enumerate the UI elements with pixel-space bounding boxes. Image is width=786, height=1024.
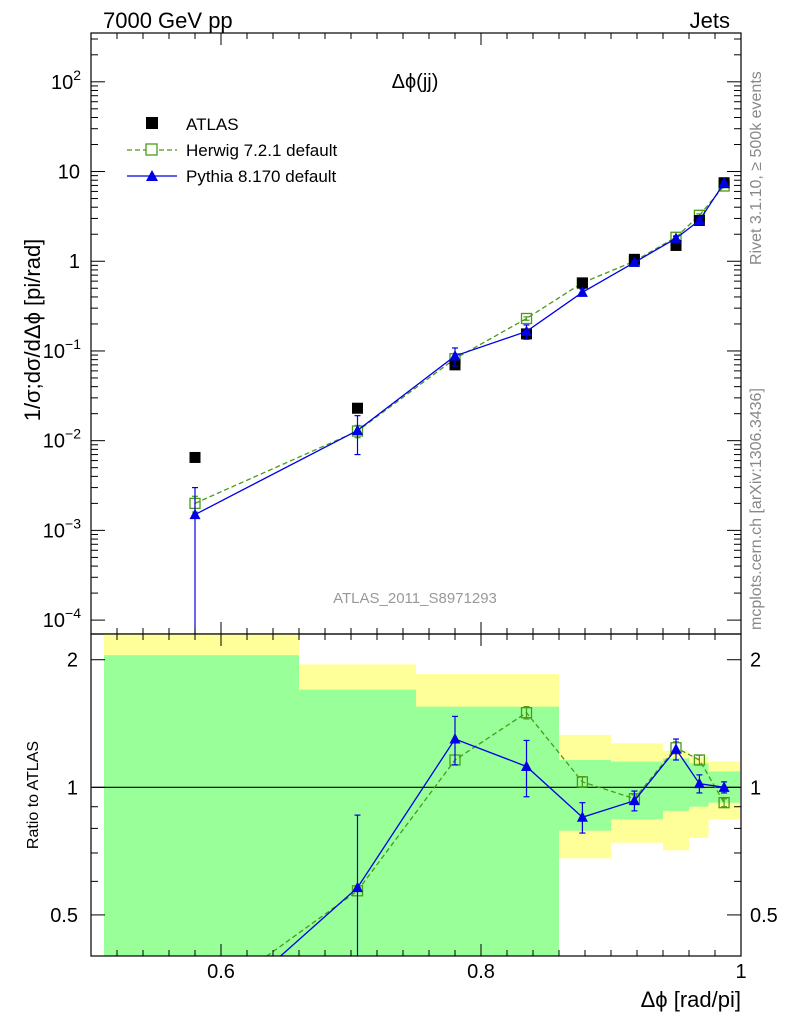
main-point-pythia [521,325,532,336]
ratio-point-pythia [693,777,705,789]
main-ytick-label: 10−3 [43,515,81,542]
header-left: 7000 GeV pp [103,8,233,33]
ratio-xtick-label: 1 [735,961,746,983]
legend-marker-herwig [145,143,158,156]
ratio-point-herwig [576,776,589,788]
legend-label-atlas: ATLAS [186,115,239,134]
main-title: Δϕ(jj) [392,71,439,93]
main-point-pythia [352,424,363,435]
main-series-group [189,176,730,634]
main-ytick-label: 10 [58,162,80,184]
header-right: Jets [690,8,730,33]
main-point-pythia [576,286,588,297]
ratio-point-pythia [449,733,461,744]
main-line-herwig [194,185,725,504]
ratio-point-pythia [718,781,730,792]
ratio-ylabel: Ratio to ATLAS [25,741,42,849]
main-point-pythia [718,176,730,188]
ratio-ytick-label-right: 0.5 [750,905,778,927]
main-point-pythia [670,232,682,243]
ratio-point-pythia [242,980,253,991]
uncertainty-band-inner [104,655,299,956]
main-ytick-label: 10−2 [43,426,81,453]
ratio-point-herwig [520,707,533,719]
main-ylabel: 1/σ;dσ/dΔϕ [pi/rad] [20,239,45,422]
main-point-pythia [693,214,705,225]
main-point-herwig [520,312,533,325]
main-point-pythia [189,508,201,520]
ratio-xtick-label: 0.6 [207,961,235,983]
ratio-point-pythia [576,811,588,822]
main-point-atlas [352,402,363,414]
ratio-panel: 0.6 0.8 1 0.5 0.5 1 1 2 2 Ratio to ATLAS Δϕ [rad… [25,633,778,1012]
main-ytick-label: 1 [69,251,80,273]
legend: ATLAS Herwig 7.2.1 default Pythia 8.170 … [127,115,337,186]
main-point-pythia [628,256,640,267]
side-label-mcplots: mcplots.cern.ch [arXiv:1306.3436] [748,388,765,630]
ratio-point-herwig [718,797,730,809]
main-ytick-label: 10−1 [43,336,81,363]
uncertainty-band-inner [416,706,559,956]
main-ytick-label: 102 [51,67,81,94]
ratio-point-pythia [628,794,640,806]
uncertainty-band-inner [663,758,689,811]
main-point-atlas [670,239,682,251]
ratio-ytick-label: 1 [67,777,78,799]
watermark: ATLAS_2011_S8971293 [333,590,497,607]
legend-marker-pythia [146,170,158,181]
ratio-xlabel: Δϕ [rad/pi] [641,987,741,1012]
ratio-panel-frame [90,633,742,957]
ratio-point-pythia [352,881,363,893]
ratio-ytick-label: 0.5 [50,905,78,927]
ratio-ytick-label-right: 1 [750,777,761,799]
ratio-xtick-label: 0.8 [467,961,495,983]
ratio-point-herwig [693,754,706,766]
side-label-rivet: Rivet 3.1.10, ≥ 500k events [748,71,765,265]
ratio-point-herwig [242,965,252,975]
ratio-ytick-label: 2 [67,650,78,672]
legend-marker-atlas [146,117,158,129]
main-point-atlas [189,451,201,463]
main-line-pythia [194,182,725,516]
main-point-pythia [449,349,461,361]
main-panel: 10−4 10−3 10−2 10−1 1 10 102 Δϕ(jj) 1/σ;dσ/dΔϕ… [20,32,742,635]
ratio-ytick-label-right: 2 [750,650,761,672]
legend-label-herwig: Herwig 7.2.1 default [186,141,337,160]
ratio-point-pythia [670,743,682,754]
ratio-point-pythia [521,760,532,771]
main-ytick-label: 10−4 [43,605,81,632]
main-point-atlas [576,277,588,289]
legend-label-pythia: Pythia 8.170 default [186,167,337,186]
